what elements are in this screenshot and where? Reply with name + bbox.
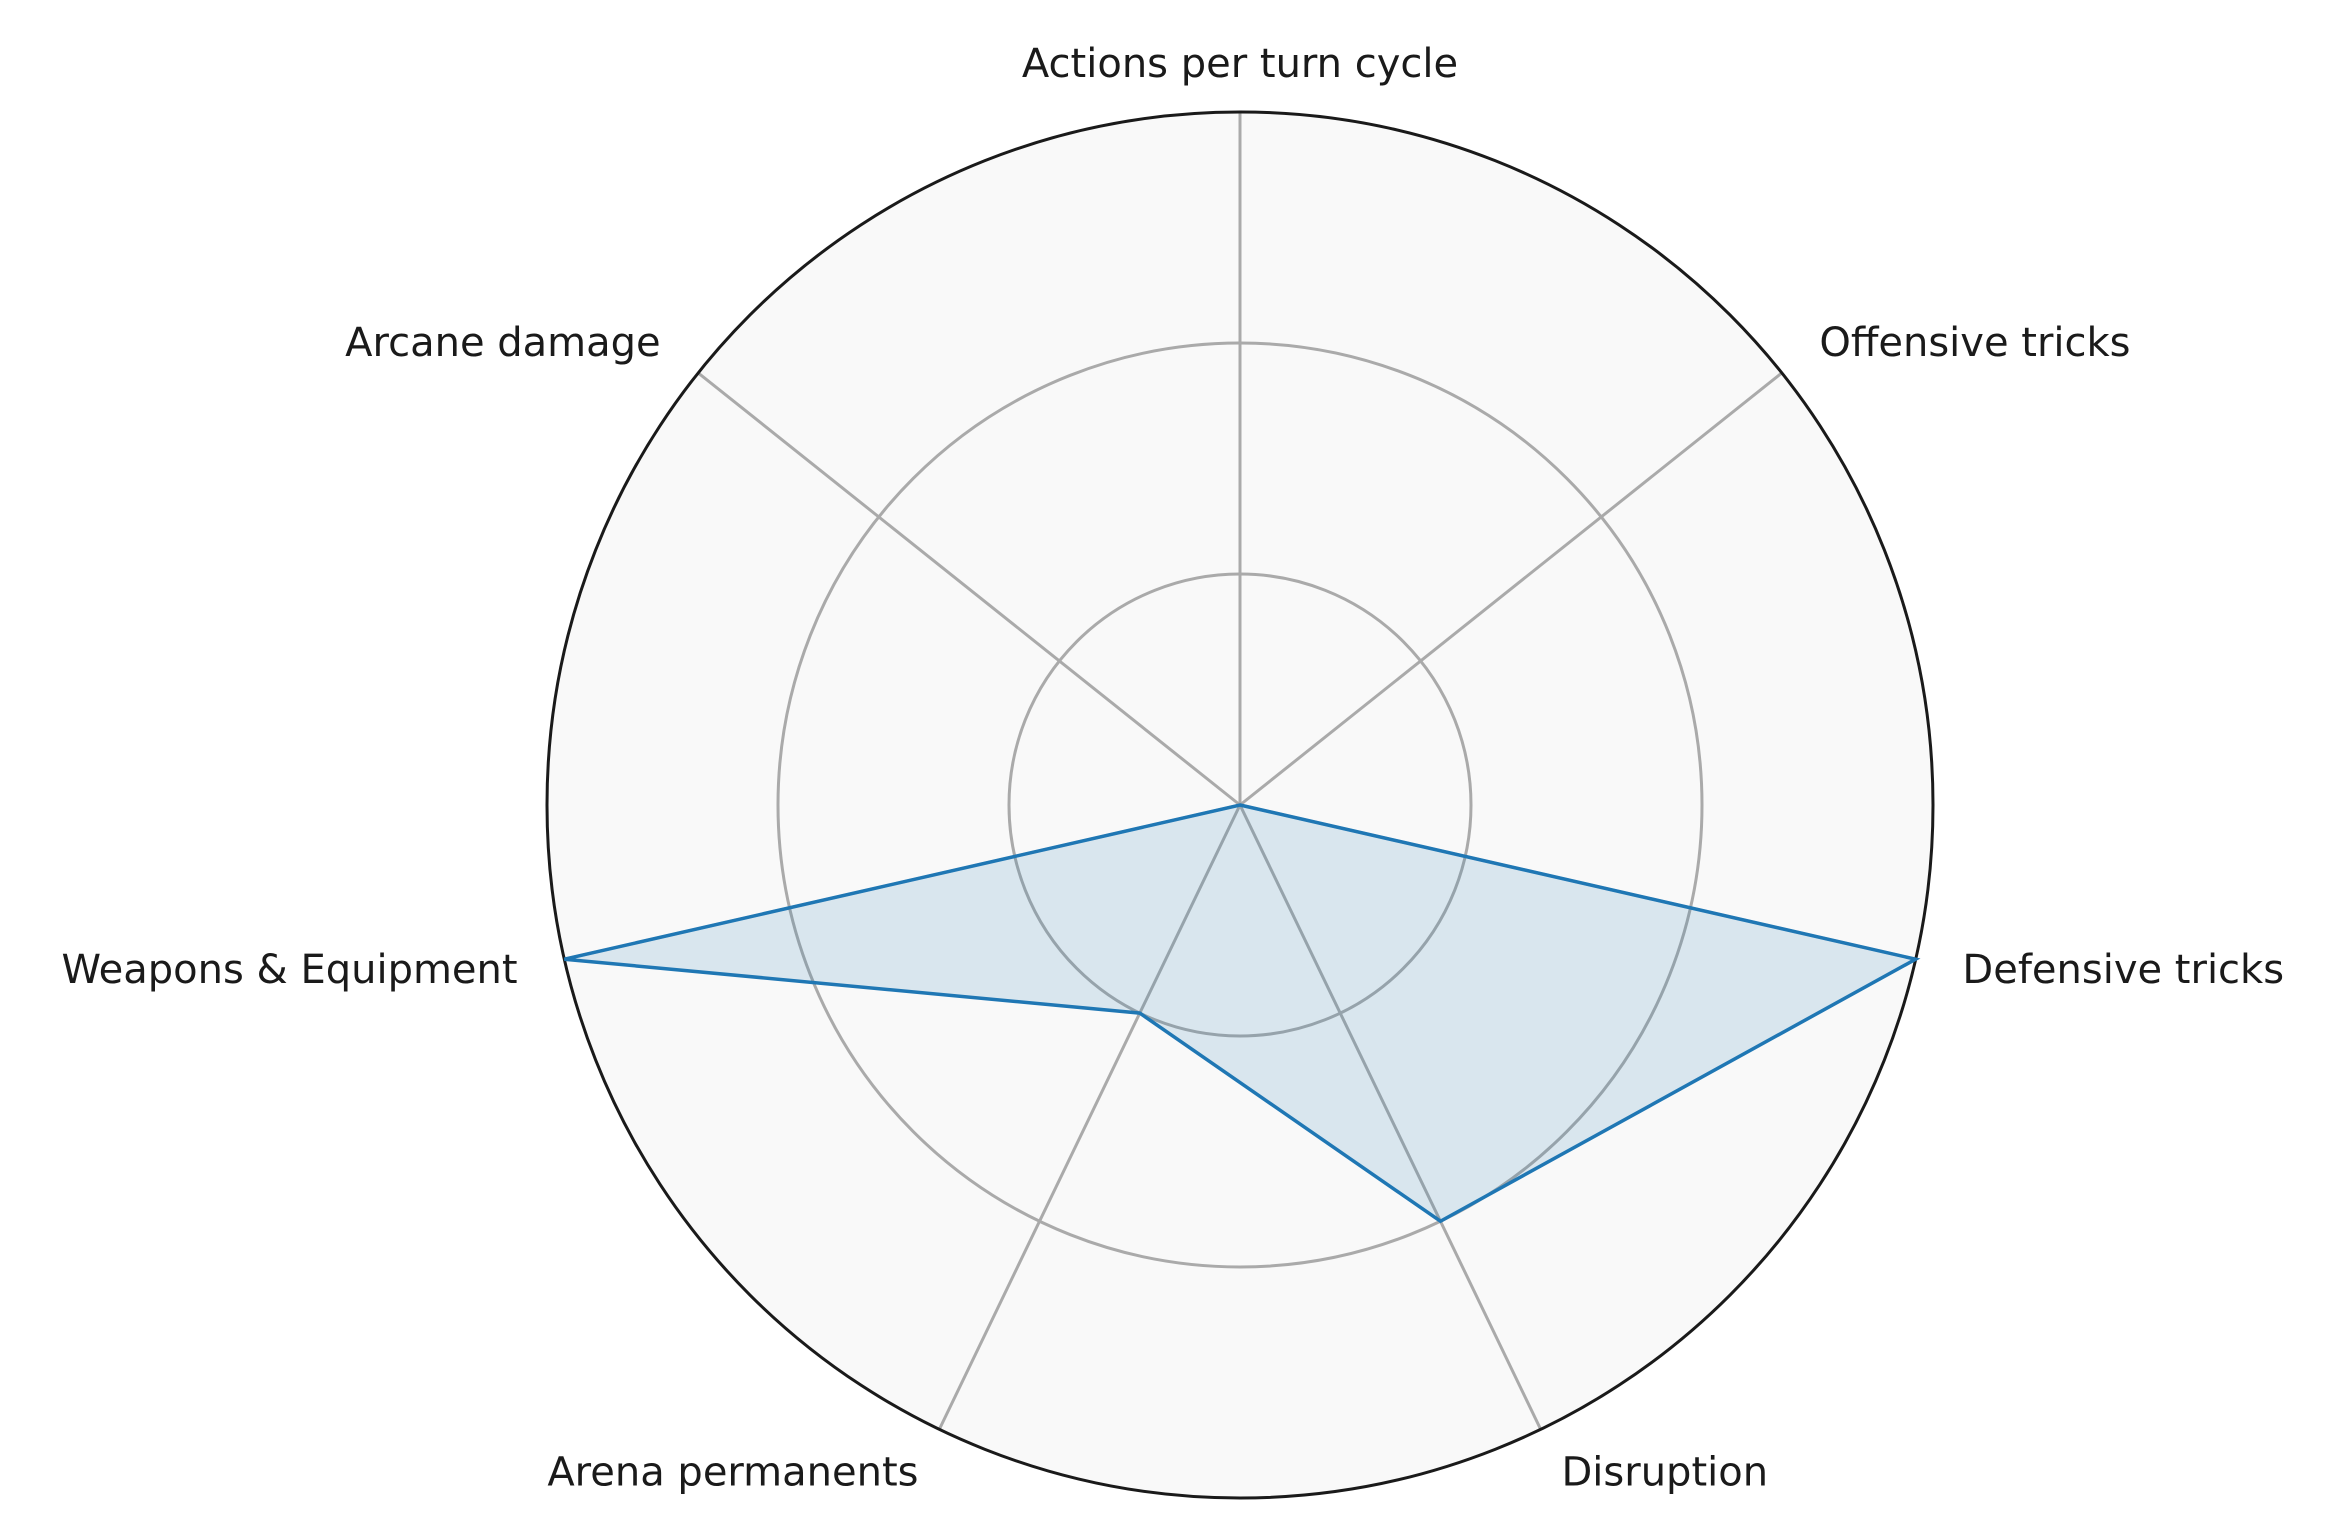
axis-label-6: Weapons & Equipment	[61, 947, 517, 993]
axis-label-7: Arcane damage	[345, 320, 661, 366]
axis-label-2: Offensive tricks	[1819, 320, 2130, 366]
axis-label-5: Arena permanents	[547, 1450, 918, 1496]
radar-outer-ring	[545, 110, 1935, 1500]
radar-spoke-7	[697, 371, 1241, 807]
axis-label-3: Defensive tricks	[1962, 947, 2284, 993]
radar-spoke-4	[1238, 804, 1543, 1431]
axis-label-1: Actions per turn cycle	[1022, 41, 1458, 87]
axis-label-4: Disruption	[1562, 1450, 1769, 1496]
radar-spoke-5	[937, 804, 1242, 1431]
radar-spoke-2	[1239, 371, 1783, 807]
radar-series-1-area	[563, 803, 1921, 1224]
